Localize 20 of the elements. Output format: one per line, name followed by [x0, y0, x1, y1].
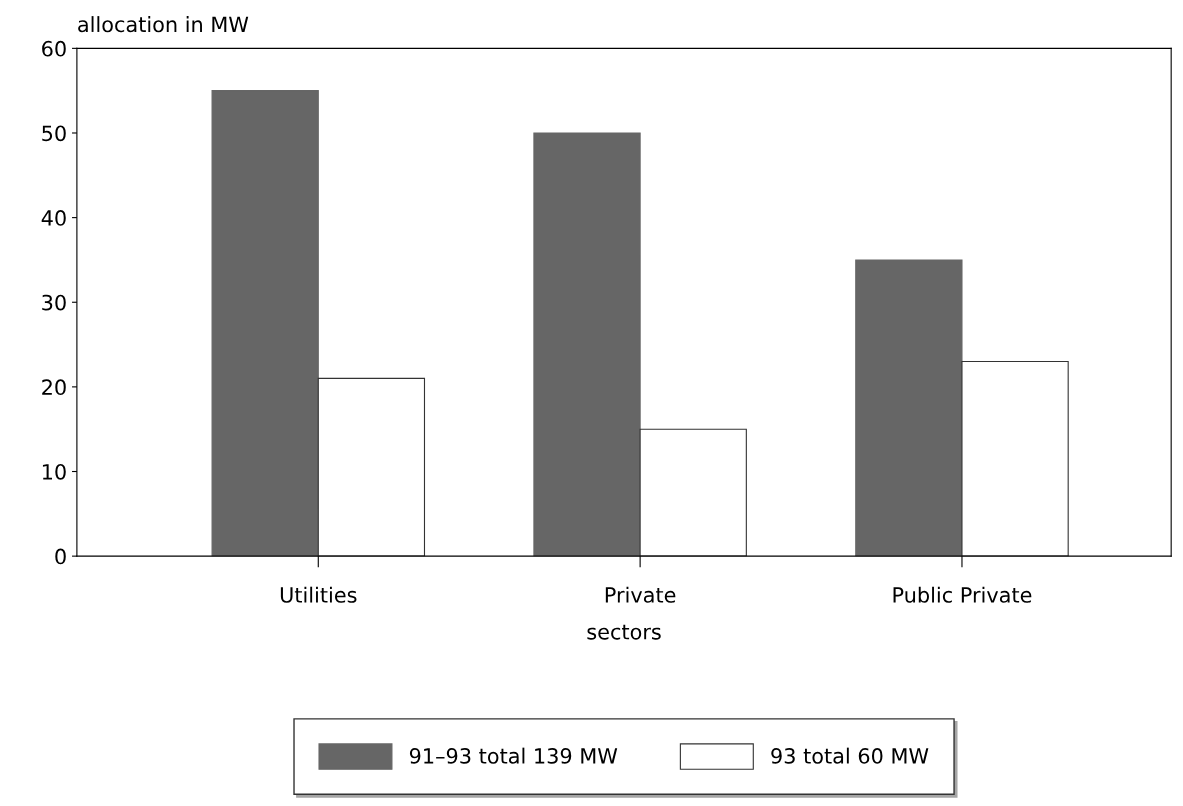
x-tick-label: Utilities	[280, 586, 357, 603]
x-tick-label: Private	[605, 586, 676, 603]
y-tick-label: 30	[42, 294, 66, 311]
bar	[961, 360, 1069, 557]
y-tick-label: 10	[42, 463, 66, 480]
bar	[211, 90, 319, 557]
legend-label: 93 total 60 MW	[771, 747, 929, 764]
y-tick-label: 20	[42, 379, 66, 396]
bar	[317, 377, 426, 557]
y-tick-label: 40	[41, 210, 66, 226]
x-tick-label: Public Private	[893, 586, 1032, 603]
legend-label: 91–93 total 139 MW	[409, 747, 618, 764]
bar	[639, 428, 747, 557]
y-tick-label: 0	[55, 548, 66, 565]
y-axis-title: allocation in MW	[78, 16, 249, 33]
y-tick-label: 60	[42, 40, 66, 57]
bar	[533, 132, 641, 557]
x-axis-title: sectors	[587, 624, 661, 640]
bar	[855, 259, 963, 557]
y-tick-label: 50	[42, 125, 66, 142]
